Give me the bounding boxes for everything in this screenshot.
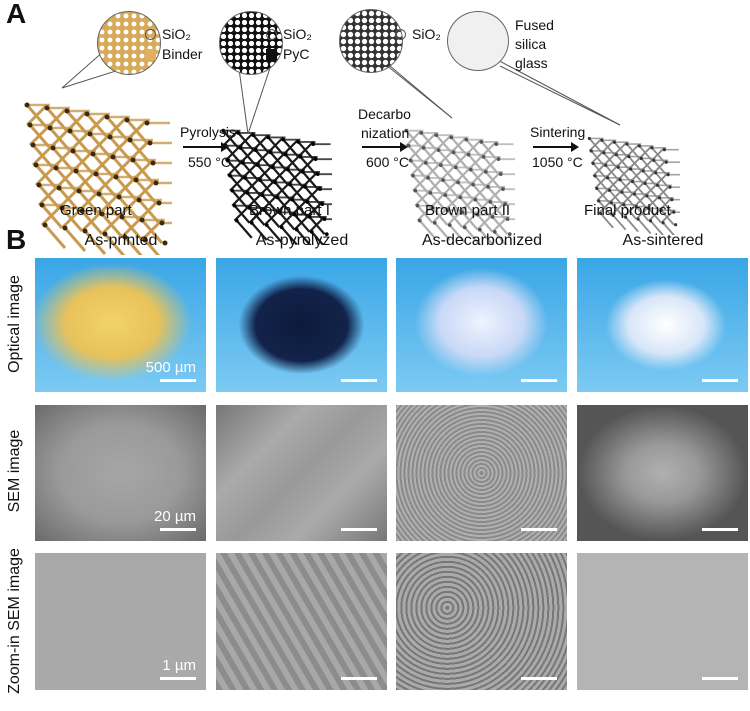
stage-label: Brown part II xyxy=(425,202,511,219)
column-header: As-sintered xyxy=(622,232,704,249)
zoom-sem-image xyxy=(216,553,387,690)
optical-image xyxy=(577,258,748,392)
stage-label: Green part xyxy=(60,202,132,219)
binder-swatch-icon xyxy=(145,49,156,60)
row-label: Zoom-in SEM image xyxy=(6,548,23,694)
panel-b-letter: B xyxy=(6,224,27,255)
scale-bar xyxy=(702,379,738,382)
step-pyrolysis: Pyrolysis xyxy=(180,124,237,140)
zoom-sem-image xyxy=(577,553,748,690)
green-part-lattice xyxy=(24,102,172,255)
legend-glass: glass xyxy=(515,55,548,71)
sio2-circle-icon xyxy=(145,29,156,40)
arrow-icon xyxy=(362,142,408,152)
stage-label: Brown part I xyxy=(249,202,330,219)
sio2-circle-icon xyxy=(266,29,277,40)
scale-bar xyxy=(521,677,557,680)
scale-bar xyxy=(160,379,196,382)
legend-sio2: SiO₂ xyxy=(412,26,441,42)
column-header: As-decarbonized xyxy=(421,232,543,249)
scale-bar xyxy=(160,677,196,680)
scale-bar xyxy=(702,528,738,531)
step-sintering: Sintering xyxy=(530,124,586,140)
sio2-circle-icon xyxy=(395,29,406,40)
scale-bar xyxy=(521,528,557,531)
step-pyrolysis-temp: 550 °C xyxy=(188,154,231,170)
row-label: Optical image xyxy=(6,275,23,373)
column-header: As-pyrolyzed xyxy=(255,232,349,249)
legend-final: Fused silica glass xyxy=(515,16,554,73)
scale-bar-label: 20 µm xyxy=(154,508,196,525)
brown-part-ii-magnified-circle xyxy=(339,9,403,73)
arrow-icon xyxy=(533,142,579,152)
sem-image xyxy=(577,405,748,541)
scale-bar-label: 1 µm xyxy=(162,657,196,674)
zoom-sem-image xyxy=(396,553,567,690)
step-decarbonization-2: nization xyxy=(361,125,410,141)
legend-pyc: PyC xyxy=(283,46,310,62)
pyc-swatch-icon xyxy=(266,49,277,60)
brown-part-ii-lattice xyxy=(404,128,515,245)
optical-image xyxy=(396,258,567,392)
legend-sio2: SiO₂ xyxy=(283,26,312,42)
column-header: As-printed xyxy=(84,232,158,249)
final-product-lattice xyxy=(587,136,680,235)
brown-part-i-lattice xyxy=(221,128,332,245)
scale-bar-label: 500 µm xyxy=(145,359,196,376)
legend-fused: Fused xyxy=(515,17,554,33)
legend-binder: Binder xyxy=(162,46,203,62)
optical-image xyxy=(216,258,387,392)
legend-silica: silica xyxy=(515,36,547,52)
step-decarbonization: Decarbo xyxy=(358,106,411,122)
scale-bar xyxy=(341,528,377,531)
legend-sio2: SiO₂ xyxy=(162,26,191,42)
sem-image xyxy=(396,405,567,541)
scale-bar xyxy=(341,379,377,382)
scale-bar xyxy=(341,677,377,680)
row-label: SEM image xyxy=(6,429,23,513)
legend-brown-i: SiO₂ PyC xyxy=(266,24,312,64)
final-product-magnified-circle xyxy=(447,11,509,71)
scale-bar xyxy=(702,677,738,680)
brown-part-i-magnified-circle xyxy=(219,11,283,75)
stage-label: Final product xyxy=(584,202,671,219)
step-sintering-temp: 1050 °C xyxy=(532,154,583,170)
panel-a-letter: A xyxy=(6,0,27,29)
legend-green: SiO₂ Binder xyxy=(145,24,202,64)
legend-brown-ii: SiO₂ xyxy=(395,24,441,44)
scale-bar xyxy=(160,528,196,531)
zoom-sem-image: 1 µm xyxy=(35,553,206,690)
arrow-icon xyxy=(183,142,229,152)
sem-image: 20 µm xyxy=(35,405,206,541)
optical-image: 500 µm xyxy=(35,258,206,392)
green-part-magnified-circle xyxy=(97,11,161,75)
sem-image xyxy=(216,405,387,541)
scale-bar xyxy=(521,379,557,382)
step-decarbonization-temp: 600 °C xyxy=(366,154,409,170)
